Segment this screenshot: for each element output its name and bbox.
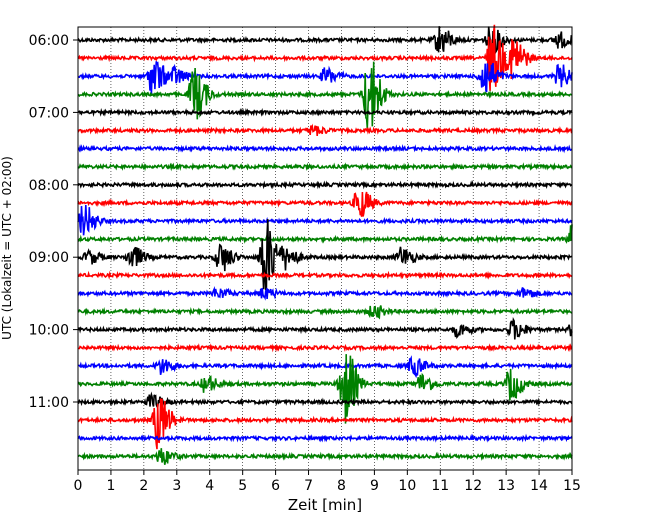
x-tick-label: 3	[172, 478, 181, 494]
trace-row-10	[77, 204, 573, 236]
trace-row-13	[77, 270, 573, 280]
trace-row-21	[77, 398, 573, 450]
trace-row-20	[77, 391, 573, 410]
x-tick-label: 14	[530, 478, 548, 494]
x-tick-label: 10	[398, 478, 416, 494]
y-tick-label: 06:00	[29, 33, 69, 49]
x-tick-label: 9	[370, 478, 379, 494]
trace-row-6	[77, 143, 573, 154]
y-tick-label: 07:00	[29, 105, 69, 121]
trace-row-15	[77, 305, 573, 320]
x-tick-label: 7	[304, 478, 313, 494]
x-tick-label: 0	[74, 478, 83, 494]
trace-row-1	[77, 24, 573, 91]
x-tick-label: 1	[106, 478, 115, 494]
x-tick-label: 13	[497, 478, 515, 494]
x-axis-label: Zeit [min]	[288, 496, 362, 514]
trace-row-11	[77, 224, 573, 244]
y-tick-label: 10:00	[29, 323, 69, 339]
y-axis-label: UTC (Lokalzeit = UTC + 02:00)	[0, 156, 14, 340]
trace-row-19	[77, 354, 573, 424]
trace-row-4	[77, 107, 573, 118]
trace-row-8	[77, 180, 573, 190]
x-tick-label: 2	[139, 478, 148, 494]
trace-row-14	[77, 285, 573, 301]
trace-row-17	[77, 343, 573, 353]
trace-row-7	[77, 162, 573, 172]
y-tick-label: 08:00	[29, 178, 69, 194]
x-tick-label: 5	[238, 478, 247, 494]
trace-row-9	[77, 191, 573, 217]
trace-row-18	[77, 355, 573, 379]
trace-row-23	[77, 448, 573, 465]
x-tick-label: 4	[205, 478, 214, 494]
trace-row-22	[77, 433, 573, 443]
x-axis-ticks: 0 1 2 3 4 5 6 7 8 9 10 11 12 13 14 15	[74, 470, 581, 494]
x-tick-label: 15	[563, 478, 581, 494]
trace-row-5	[77, 123, 573, 136]
trace-row-2	[77, 61, 573, 95]
x-tick-label: 11	[431, 478, 449, 494]
trace-row-0	[77, 26, 573, 55]
plot-frame	[77, 26, 573, 471]
x-tick-label: 6	[271, 478, 280, 494]
x-tick-label: 12	[464, 478, 482, 494]
trace-row-3	[77, 61, 573, 129]
trace-row-12	[77, 219, 573, 291]
y-tick-label: 09:00	[29, 250, 69, 266]
y-axis-ticks: 06:00 07:00 08:00 09:00 10:00 11:00	[29, 33, 78, 411]
x-tick-label: 8	[337, 478, 346, 494]
seismic-traces	[77, 24, 573, 465]
y-tick-label: 11:00	[29, 395, 69, 411]
trace-row-16	[77, 317, 573, 340]
